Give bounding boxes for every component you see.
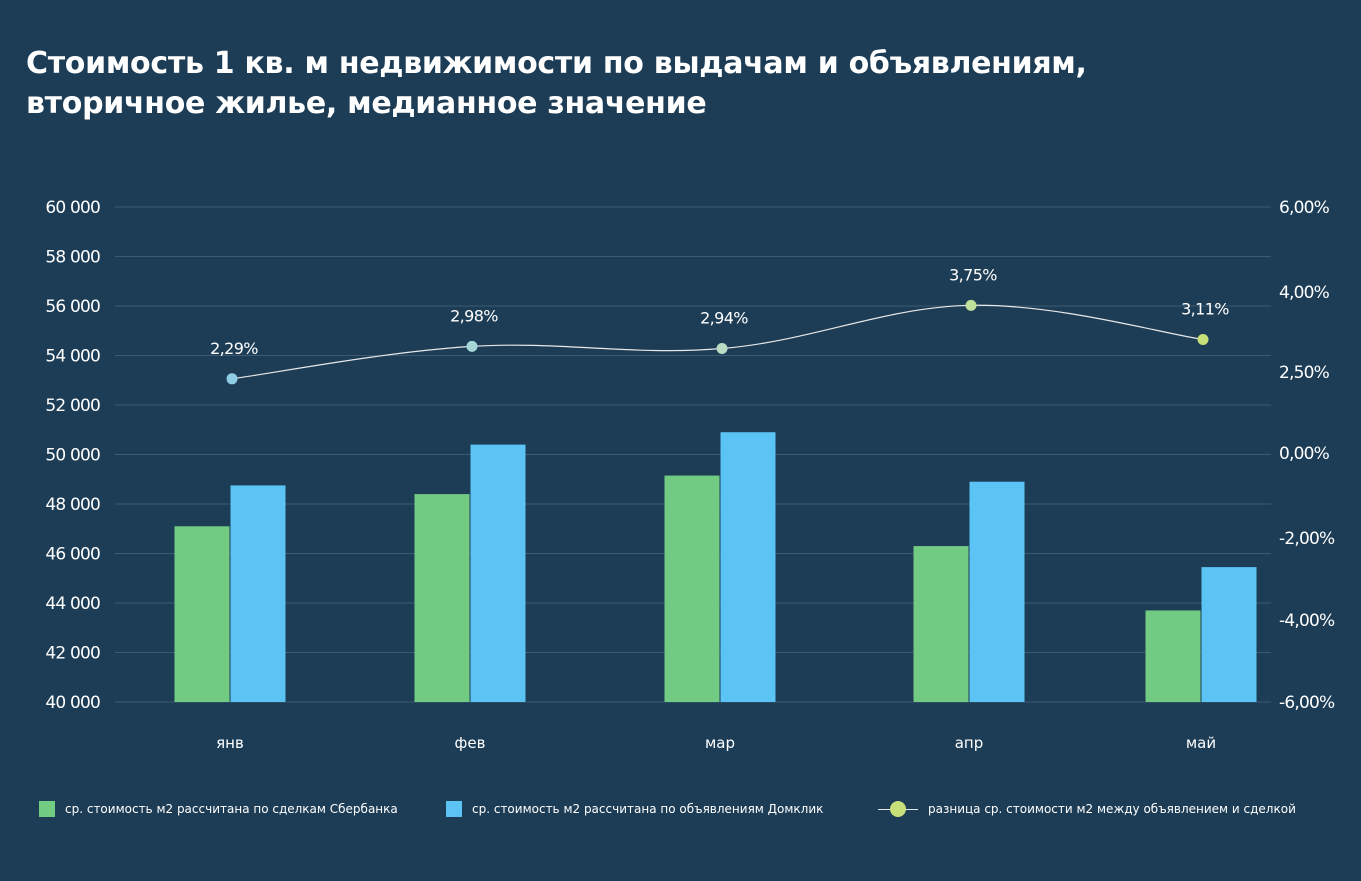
title-line-1: Стоимость 1 кв. м недвижимости по выдача… xyxy=(26,46,1087,81)
right-axis-tick-label: 4,00% xyxy=(1279,283,1330,303)
bar-domclick-ads xyxy=(720,432,776,702)
bar-sber-deals xyxy=(913,546,969,702)
difference-data-label: 3,11% xyxy=(1181,299,1229,318)
right-axis-tick-label: 6,00% xyxy=(1279,198,1330,218)
left-axis-tick-label: 60 000 xyxy=(45,198,100,218)
bar-sber-deals xyxy=(664,475,720,702)
right-axis-tick-label: -2,00% xyxy=(1279,529,1335,549)
left-axis-tick-label: 54 000 xyxy=(45,347,100,367)
category-label: фев xyxy=(455,734,486,752)
bar-sber-deals xyxy=(174,526,230,702)
legend-label-difference: разница ср. стоимости м2 между объявлени… xyxy=(928,802,1296,816)
legend-label-sber-deals: ср. стоимость м2 рассчитана по сделкам С… xyxy=(65,802,398,816)
difference-point xyxy=(716,343,728,355)
difference-line: 2,29% 2,98% 2,94% 3,75% 3,11% xyxy=(210,265,1230,385)
legend-item-sber-deals: ср. стоимость м2 рассчитана по сделкам С… xyxy=(39,798,398,820)
legend-swatch-blue xyxy=(446,801,462,817)
bar-domclick-ads xyxy=(470,444,526,702)
bar-domclick-ads xyxy=(230,485,286,702)
left-axis-tick-label: 46 000 xyxy=(45,545,100,565)
left-axis-tick-label: 58 000 xyxy=(45,248,100,268)
difference-point xyxy=(965,299,977,311)
left-axis-tick-label: 42 000 xyxy=(45,644,100,664)
right-axis-tick-label: 2,50% xyxy=(1279,363,1330,383)
legend-item-domclick-ads: ср. стоимость м2 рассчитана по объявлени… xyxy=(446,798,823,820)
right-axis-tick-label: -4,00% xyxy=(1279,611,1335,631)
right-axis-ticks: -6,00% -4,00% -2,00% 0,00% 2,50% 4,00% 6,00% xyxy=(1279,198,1336,713)
legend-swatch-green xyxy=(39,801,55,817)
left-axis-tick-label: 40 000 xyxy=(45,693,100,713)
difference-data-label: 2,29% xyxy=(210,339,258,358)
category-label: май xyxy=(1186,734,1216,752)
left-axis-tick-label: 56 000 xyxy=(45,297,100,317)
left-axis-tick-label: 52 000 xyxy=(45,396,100,416)
right-axis-tick-label: 0,00% xyxy=(1279,444,1330,464)
legend-label-domclick-ads: ср. стоимость м2 рассчитана по объявлени… xyxy=(472,802,824,816)
legend-line-marker xyxy=(878,801,918,817)
difference-data-label: 2,98% xyxy=(450,306,498,325)
left-axis-tick-label: 48 000 xyxy=(45,495,100,515)
gridlines xyxy=(115,206,1271,703)
difference-data-label: 2,94% xyxy=(700,309,748,328)
left-axis-ticks: 40 000 42 000 44 000 46 000 48 000 50 000 52 0… xyxy=(45,198,100,713)
legend-item-difference: разница ср. стоимости м2 между объявлени… xyxy=(878,798,1296,820)
right-axis-tick-label: -6,00% xyxy=(1279,693,1335,713)
bar-domclick-ads xyxy=(969,481,1025,702)
bar-sber-deals xyxy=(414,494,470,702)
category-label: мар xyxy=(705,734,735,752)
bar-domclick-ads xyxy=(1201,567,1257,702)
bar-sber-deals xyxy=(1145,610,1201,702)
bars xyxy=(174,432,1257,702)
difference-point xyxy=(1197,333,1209,345)
left-axis-tick-label: 44 000 xyxy=(45,594,100,614)
category-label: янв xyxy=(216,734,244,752)
difference-point xyxy=(466,340,478,352)
difference-data-label: 3,75% xyxy=(949,265,997,284)
category-labels: янв фев мар апр май xyxy=(216,734,1216,752)
left-axis-tick-label: 50 000 xyxy=(45,446,100,466)
difference-point xyxy=(226,373,238,385)
category-label: апр xyxy=(955,734,984,752)
title-line-2: вторичное жилье, медианное значение xyxy=(26,86,707,121)
chart-title: Стоимость 1 кв. м недвижимости по выдача… xyxy=(26,44,1326,124)
